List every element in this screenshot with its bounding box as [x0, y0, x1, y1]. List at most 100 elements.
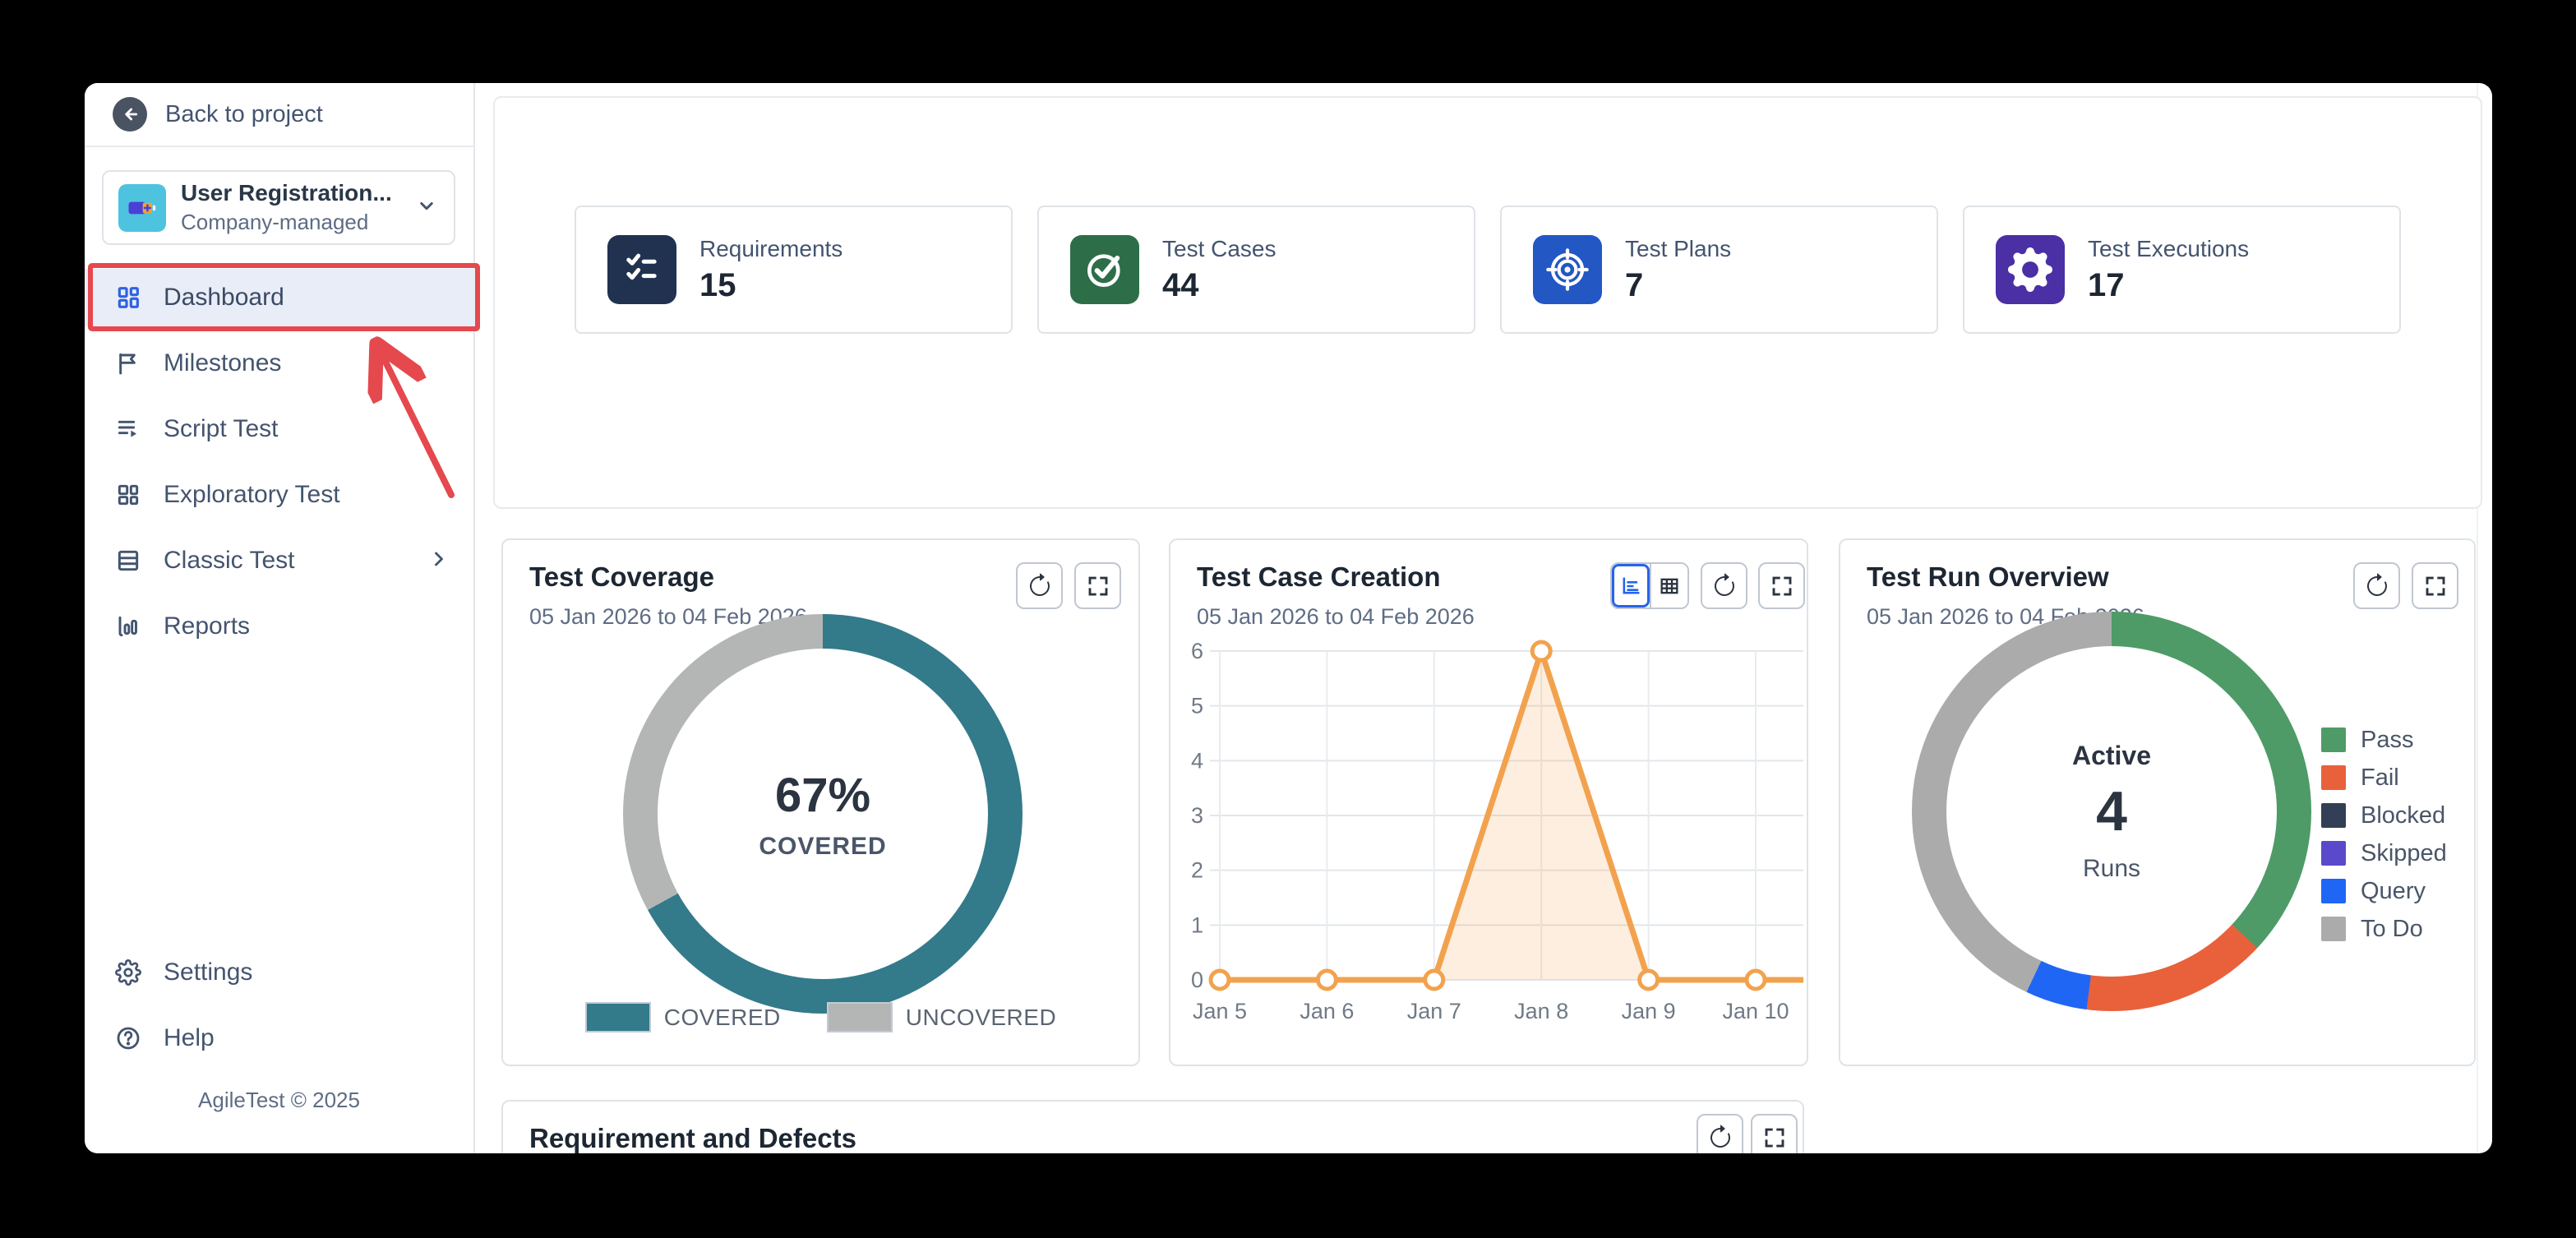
legend-label: COVERED: [663, 1004, 781, 1030]
legend-item: Pass: [2321, 726, 2447, 753]
legend-item: COVERED: [584, 1002, 781, 1032]
stat-label: Test Executions: [2088, 235, 2250, 261]
refresh-button[interactable]: [1701, 562, 1747, 609]
stat-label: Test Plans: [1625, 235, 1732, 261]
overview-panel: Requirements 15 Test Cases 44: [493, 96, 2482, 509]
svg-text:5: 5: [1191, 694, 1203, 718]
card-date-range: 05 Jan 2026 to 04 Feb 2026: [1197, 604, 1475, 629]
run-legend: Pass Fail Blocked Skipped Query: [2321, 726, 2447, 942]
svg-text:3: 3: [1191, 803, 1203, 828]
stat-label: Requirements: [699, 235, 843, 261]
chart-view-button[interactable]: [1612, 564, 1650, 607]
svg-text:1: 1: [1191, 912, 1203, 937]
stat-value: 17: [2088, 266, 2125, 303]
stat-card-test-plans[interactable]: Test Plans 7: [1500, 206, 1938, 334]
sidebar-item-script-test[interactable]: Script Test: [85, 400, 475, 458]
legend-swatch-skipped: [2321, 841, 2346, 866]
legend-label: Skipped: [2361, 839, 2447, 866]
test-run-donut-chart: [1912, 612, 2311, 1011]
stat-value: 15: [699, 266, 736, 303]
card-title: Requirement and Defects: [529, 1123, 856, 1153]
back-arrow-icon: [113, 97, 147, 132]
check-circle-icon: [1070, 235, 1139, 304]
fullscreen-button[interactable]: [2412, 562, 2458, 609]
legend-item: UNCOVERED: [826, 1002, 1057, 1032]
project-selector[interactable]: User Registration... Company-managed: [102, 170, 455, 245]
sidebar-item-classic-test[interactable]: Classic Test: [85, 532, 475, 589]
legend-label: UNCOVERED: [905, 1004, 1057, 1030]
sidebar-item-milestones[interactable]: Milestones: [85, 335, 475, 392]
legend-swatch-covered: [584, 1002, 651, 1032]
fullscreen-button[interactable]: [1751, 1114, 1798, 1153]
chevron-right-icon: [427, 547, 450, 575]
test-run-overview-card: Test Run Overview 05 Jan 2026 to 04 Feb …: [1839, 538, 2476, 1066]
test-case-creation-card: Test Case Creation 05 Jan 2026 to 04 Feb…: [1169, 538, 1808, 1066]
back-to-project-label: Back to project: [165, 100, 323, 127]
svg-text:Jan 7: Jan 7: [1407, 999, 1461, 1023]
legend-swatch-todo: [2321, 917, 2346, 941]
refresh-button[interactable]: [1697, 1114, 1743, 1153]
rows-icon: [114, 547, 142, 575]
svg-text:4: 4: [1191, 748, 1203, 773]
stat-card-requirements[interactable]: Requirements 15: [575, 206, 1013, 334]
refresh-button[interactable]: [1016, 562, 1063, 609]
coverage-center-label: COVERED: [759, 832, 887, 860]
table-view-button[interactable]: [1650, 564, 1687, 607]
refresh-button[interactable]: [2353, 562, 2400, 609]
run-center-top: Active: [2071, 740, 2152, 770]
checklist-icon: [607, 235, 676, 304]
bar-chart-icon: [114, 612, 142, 640]
gear-icon: [1996, 235, 2065, 304]
fullscreen-button[interactable]: [1074, 562, 1121, 609]
sidebar-item-label: Milestones: [164, 349, 282, 376]
gear-icon: [114, 959, 142, 986]
stat-card-test-cases[interactable]: Test Cases 44: [1037, 206, 1475, 334]
project-avatar: [118, 183, 166, 232]
sidebar-item-exploratory-test[interactable]: Exploratory Test: [85, 466, 475, 524]
legend-label: Pass: [2361, 726, 2414, 753]
legend-item: To Do: [2321, 916, 2447, 942]
legend-item: Blocked: [2321, 802, 2447, 829]
svg-text:2: 2: [1191, 858, 1203, 883]
legend-swatch-blocked: [2321, 803, 2346, 828]
legend-swatch-pass: [2321, 728, 2346, 752]
scrollbar-track[interactable]: [2477, 83, 2478, 1153]
stat-card-test-executions[interactable]: Test Executions 17: [1963, 206, 2401, 334]
card-title: Test Coverage: [529, 561, 714, 592]
svg-text:Jan 6: Jan 6: [1300, 999, 1354, 1023]
back-to-project-button[interactable]: Back to project: [85, 83, 473, 147]
legend-item: Fail: [2321, 764, 2447, 791]
project-name: User Registration...: [181, 180, 392, 206]
sidebar-item-label: Exploratory Test: [164, 481, 340, 508]
svg-text:Jan 10: Jan 10: [1722, 999, 1789, 1023]
sidebar-item-label: Help: [164, 1024, 215, 1051]
chart-view-toggle: [1610, 562, 1689, 609]
legend-item: Query: [2321, 878, 2447, 904]
stat-label: Test Cases: [1162, 235, 1276, 261]
main-content: Requirements 15 Test Cases 44: [477, 83, 2492, 1153]
fullscreen-button[interactable]: [1758, 562, 1805, 609]
stat-value: 7: [1625, 266, 1644, 303]
sidebar-item-settings[interactable]: Settings: [85, 944, 475, 1001]
sidebar-item-label: Settings: [164, 959, 253, 986]
sidebar-item-label: Dashboard: [164, 284, 284, 311]
sidebar: Back to project User Registration... Com…: [85, 83, 480, 1153]
target-icon: [1533, 235, 1602, 304]
flag-icon: [114, 349, 142, 377]
grid-icon: [114, 481, 142, 509]
sidebar-item-dashboard[interactable]: Dashboard: [85, 269, 475, 326]
svg-text:6: 6: [1191, 639, 1203, 663]
svg-text:0: 0: [1191, 968, 1203, 992]
app-copyright: AgileTest © 2025: [198, 1088, 360, 1112]
project-type: Company-managed: [181, 210, 369, 234]
sidebar-item-label: Script Test: [164, 415, 279, 442]
sidebar-item-reports[interactable]: Reports: [85, 598, 475, 655]
legend-swatch-fail: [2321, 765, 2346, 790]
dashboard-icon: [114, 284, 142, 312]
sidebar-item-help[interactable]: Help: [85, 1009, 475, 1067]
coverage-legend: COVERED UNCOVERED: [503, 1002, 1138, 1032]
line-chart: 0 1 2 3 4 5 6 Jan 5 Jan 6 Jan 7 Jan 8 Jan 9 Jan 10: [1191, 639, 1803, 1023]
legend-item: Skipped: [2321, 839, 2447, 866]
svg-text:Jan 9: Jan 9: [1622, 999, 1676, 1023]
legend-label: Fail: [2361, 764, 2399, 791]
